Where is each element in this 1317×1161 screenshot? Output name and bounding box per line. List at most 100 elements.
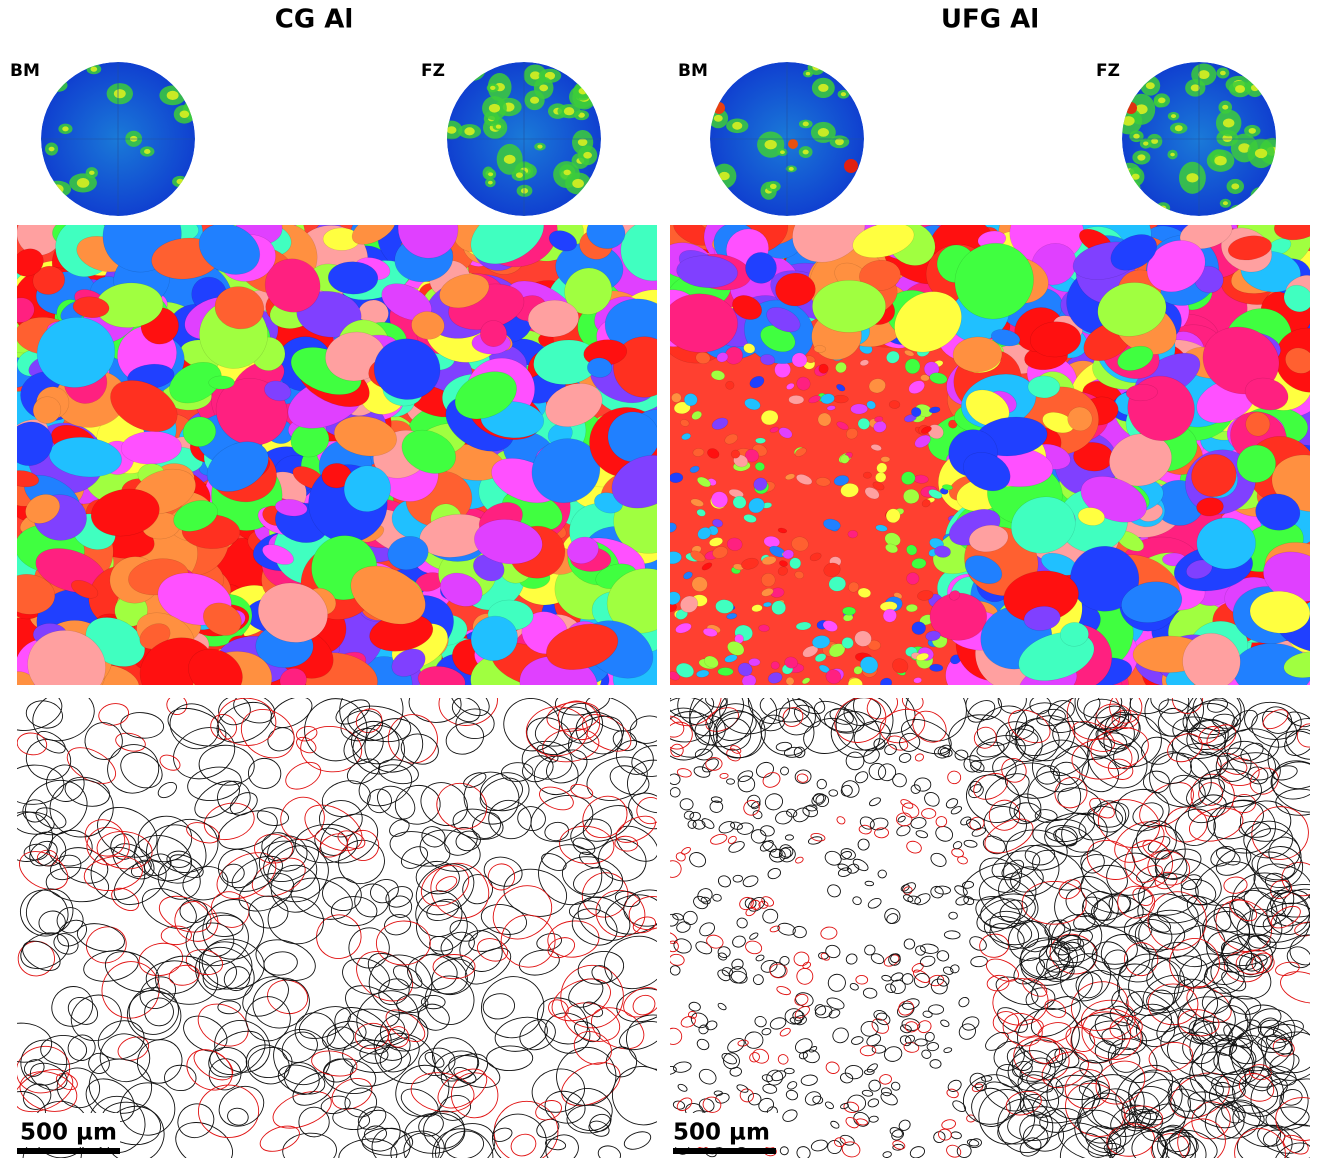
pole-spot-core: [530, 97, 539, 104]
panel-title: CG Al: [275, 5, 354, 35]
pole-spot-core: [713, 204, 720, 209]
pole-spot-core: [574, 62, 580, 66]
pole-spot: [709, 199, 723, 215]
pole-spot: [1229, 205, 1246, 219]
pole-spot-core: [1170, 153, 1175, 157]
pole-spot-core: [488, 172, 493, 176]
pole-spot-core: [490, 86, 495, 90]
pole-spot: [175, 197, 191, 212]
pole-spot-core: [53, 82, 62, 89]
pole-spot-core: [144, 149, 150, 154]
pole-spot: [570, 59, 582, 69]
pole-spot-core: [806, 72, 811, 76]
pole-spot-core: [114, 89, 126, 98]
grain: [863, 472, 871, 478]
pole-spot-core: [1257, 191, 1267, 199]
grain: [848, 530, 858, 538]
pole-spot-core: [1223, 201, 1228, 205]
pole-figure-label: FZ: [1096, 61, 1120, 81]
pole-max: [713, 102, 725, 114]
pole-spot-core: [516, 172, 523, 177]
pole-figure: [708, 60, 864, 216]
pole-spot-core: [447, 126, 457, 134]
pole-spot-core: [1259, 66, 1267, 72]
pole-spot-core: [467, 63, 479, 72]
grain: [814, 345, 826, 353]
pole-spot: [446, 197, 469, 222]
grain: [889, 400, 900, 408]
pole-max: [1125, 102, 1137, 114]
pole-spot-core: [537, 145, 542, 149]
pole-spot-core: [167, 91, 179, 100]
scale-bar-label: 500 µm: [20, 1120, 117, 1146]
pole-spot-core: [177, 179, 184, 185]
pole-spot-core: [770, 184, 777, 189]
pole-max: [844, 159, 858, 173]
grain: [771, 601, 786, 615]
pole-spot-core: [1186, 173, 1198, 182]
pole-spot-core: [1133, 134, 1139, 139]
grain: [881, 456, 890, 462]
pole-max: [788, 139, 798, 149]
pole-spot: [1254, 62, 1271, 76]
pole-spot-core: [1220, 71, 1226, 76]
pole-spot-core: [1175, 125, 1183, 131]
pole-spot-core: [51, 184, 63, 193]
pole-spot-core: [504, 155, 516, 164]
pole-spot: [808, 60, 825, 75]
ipf-map: [636, 184, 1317, 716]
pole-spot-core: [1191, 84, 1200, 91]
pole-spot-core: [178, 194, 185, 200]
pole-spot-core: [475, 61, 484, 68]
pole-figure: [1115, 62, 1285, 219]
pole-spot-core: [1137, 154, 1145, 160]
pole-spot-core: [1122, 116, 1134, 126]
pole-spot-core: [496, 125, 501, 129]
pole-spot-core: [818, 128, 829, 137]
grain: [842, 607, 855, 616]
grain: [906, 604, 918, 612]
pole-spot-core: [184, 202, 196, 211]
pole-spot-core: [39, 68, 50, 76]
pole-spot-core: [62, 126, 68, 131]
pole-spot-core: [1249, 128, 1256, 134]
pole-spot-core: [1214, 156, 1226, 166]
boundary-map: [0, 669, 696, 1161]
pole-spot-core: [583, 152, 592, 159]
pole-spot-core: [789, 167, 794, 171]
pole-spot-core: [726, 69, 732, 74]
pole-spot: [1250, 62, 1266, 76]
pole-spot-core: [1132, 174, 1140, 180]
grain: [1197, 518, 1256, 569]
pole-spot-core: [488, 181, 493, 185]
pole-spot: [460, 55, 486, 81]
pole-figure: [441, 54, 603, 222]
grain: [906, 572, 919, 584]
pole-spot-core: [732, 122, 742, 130]
scale-bar: [673, 1148, 776, 1154]
pole-spot-core: [596, 201, 601, 205]
pole-spot: [469, 54, 488, 76]
pole-spot-core: [521, 188, 528, 194]
pole-spot-core: [89, 171, 95, 175]
grain: [851, 404, 868, 415]
pole-spot-core: [1235, 85, 1245, 93]
pole-spot-core: [803, 150, 809, 155]
pole-spot-core: [780, 150, 785, 154]
pole-spot-core: [539, 84, 548, 91]
pole-spot: [723, 64, 737, 78]
pole-spot-core: [1254, 66, 1261, 72]
pole-spot-core: [1234, 209, 1242, 215]
grain: [771, 661, 780, 669]
grain: [812, 280, 886, 333]
grain: [755, 438, 765, 444]
grain: [209, 376, 235, 390]
pole-spot-core: [1129, 186, 1136, 192]
pole-spot: [593, 197, 603, 208]
pole-spot-core: [1251, 85, 1259, 91]
images: [0, 54, 1317, 1161]
panel-title: UFG Al: [941, 5, 1039, 35]
pole-spot-core: [1171, 114, 1176, 118]
pole-spot-core: [1151, 138, 1158, 143]
pole-spot-core: [765, 140, 777, 150]
